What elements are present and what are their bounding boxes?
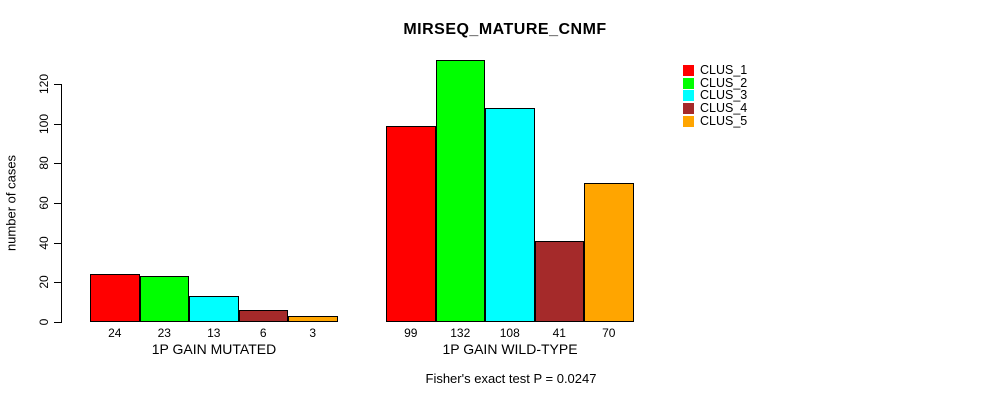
legend-label: CLUS_4 <box>700 101 748 116</box>
y-axis-line <box>61 84 62 323</box>
y-tick-mark <box>54 322 61 323</box>
bar-value-label: 108 <box>499 326 520 340</box>
legend-row: CLUS_5 <box>683 115 747 128</box>
bar-clus_5 <box>584 183 634 322</box>
chart-title: MIRSEQ_MATURE_CNMF <box>403 21 607 38</box>
y-tick-label: 0 <box>37 318 51 326</box>
x-category-label-mutated: 1P GAIN MUTATED <box>151 341 277 357</box>
bar-clus_1 <box>90 274 140 322</box>
y-tick-label: 20 <box>37 275 51 290</box>
y-tick-mark <box>54 203 61 204</box>
y-tick-label: 40 <box>37 235 51 250</box>
bar-value-label: 99 <box>404 326 418 340</box>
y-tick-label: 120 <box>37 73 51 95</box>
legend-swatch-clus_3 <box>683 90 694 102</box>
legend-row: CLUS_2 <box>683 75 748 90</box>
bar-clus_3 <box>485 108 535 322</box>
bar-clus_2 <box>140 276 189 322</box>
legend: CLUS_1 CLUS_2 CLUS_3 CLUS_4 CLUS_5 <box>683 64 747 127</box>
legend-label: CLUS_5 <box>700 113 748 128</box>
bar-clus_1 <box>386 126 436 322</box>
legend-row: CLUS_1 <box>683 64 747 77</box>
bar-value-label: 24 <box>108 326 122 340</box>
bar-value-label: 6 <box>259 326 267 340</box>
legend-swatch-clus_2 <box>683 77 694 89</box>
legend-label: CLUS_1 <box>700 63 748 77</box>
legend-label: CLUS_3 <box>700 88 748 103</box>
y-tick-label: 80 <box>37 156 51 171</box>
bar-clus_2 <box>436 60 485 322</box>
bar-value-label: 13 <box>207 326 221 340</box>
y-tick-mark <box>54 163 61 165</box>
y-tick-label: 60 <box>37 196 51 210</box>
bar-value-label: 41 <box>552 326 566 340</box>
legend-row: CLUS_3 <box>683 89 747 102</box>
y-tick-label: 100 <box>37 113 51 134</box>
legend-label: CLUS_2 <box>700 75 748 90</box>
legend-swatch-clus_5 <box>683 115 694 127</box>
annotation-text: Fisher's exact test P = 0.0247 <box>425 371 597 386</box>
bar-value-label: 3 <box>309 326 317 340</box>
bar-clus_3 <box>189 296 239 322</box>
legend-row: CLUS_4 <box>683 102 747 115</box>
x-category-label-wild-type: 1P GAIN WILD-TYPE <box>442 341 578 357</box>
y-axis-label: number of cases <box>3 154 19 252</box>
y-tick-mark <box>54 242 61 244</box>
legend-swatch-clus_1 <box>683 64 694 76</box>
bar-clus_4 <box>239 310 288 322</box>
legend-swatch-clus_4 <box>683 102 694 114</box>
y-tick-mark <box>54 123 61 125</box>
bar-clus_5 <box>288 316 338 322</box>
bar-value-label: 23 <box>157 326 171 340</box>
bar-value-label: 70 <box>602 326 616 340</box>
bar-value-label: 132 <box>450 326 471 340</box>
y-tick-mark <box>54 282 61 284</box>
y-tick-mark <box>54 84 61 85</box>
bar-clus_4 <box>535 241 584 322</box>
